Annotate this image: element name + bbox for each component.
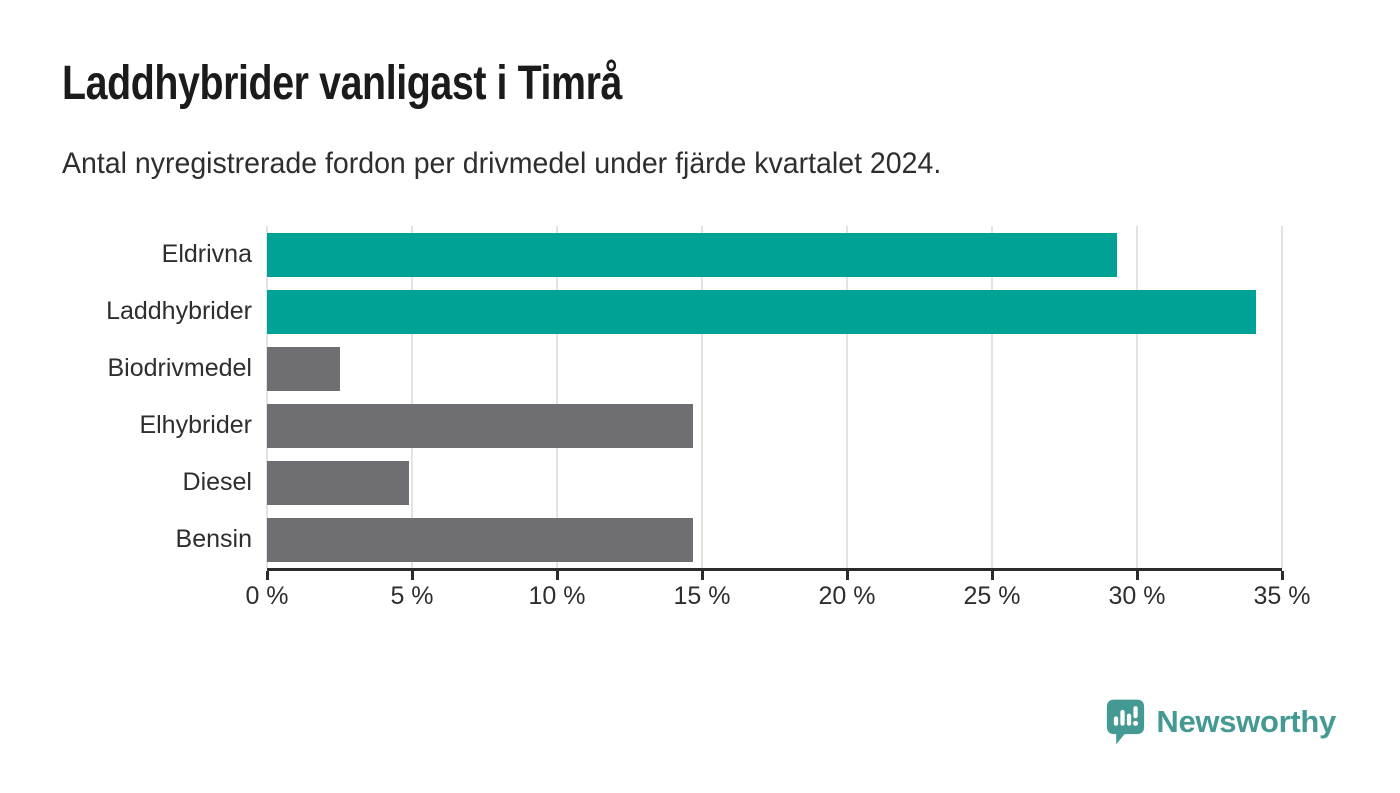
bar-chart: Eldrivna Laddhybrider Biodrivmedel Elhybrid… [62, 226, 1400, 616]
x-axis [265, 568, 1284, 581]
bar-elhybrider [267, 403, 694, 448]
x-axis-tick-labels: 0 % 5 % 10 % 15 % 20 % 25 % 30 % 35 % [245, 582, 1310, 616]
page-title: Laddhybrider vanligast i Timrå [62, 57, 623, 110]
gridline [556, 226, 558, 569]
gridline [846, 226, 848, 569]
axis-tick [1135, 571, 1139, 581]
axis-tick [1280, 571, 1284, 581]
bar-track [267, 454, 1282, 511]
axis-tick [265, 571, 269, 581]
bar-track [267, 340, 1282, 397]
axis-tick [990, 571, 994, 581]
newsworthy-logo-icon [1107, 699, 1145, 745]
plot-area: Eldrivna Laddhybrider Biodrivmedel Elhybrid… [62, 226, 1283, 569]
axis-tick-label: 30 % [1108, 582, 1166, 611]
chart-row: Biodrivmedel [62, 340, 1282, 397]
axis-tick-label: 10 % [528, 582, 586, 611]
category-label: Bensin [175, 525, 252, 554]
chart-row: Diesel [62, 454, 1282, 511]
bar-laddhybrider [267, 289, 1256, 334]
category-label: Diesel [182, 468, 252, 497]
gridline [1136, 226, 1138, 569]
bar-track [267, 397, 1282, 454]
bar-bensin [267, 517, 694, 562]
bar-biodrivmedel [267, 346, 340, 391]
category-label: Elhybrider [139, 411, 252, 440]
axis-tick [845, 571, 849, 581]
page-subtitle: Antal nyregistrerade fordon per drivmede… [62, 146, 942, 180]
axis-tick [410, 571, 414, 581]
newsworthy-logo: Newsworthy [1105, 697, 1336, 747]
bar-diesel [267, 460, 410, 505]
category-label: Biodrivmedel [107, 354, 252, 383]
gridline [991, 226, 993, 569]
axis-tick [555, 571, 559, 581]
chart-row: Bensin [62, 511, 1282, 568]
bar-track [267, 226, 1282, 283]
chart-row: Eldrivna [62, 226, 1282, 283]
category-label: Laddhybrider [106, 297, 252, 326]
gridline [701, 226, 703, 569]
axis-tick-label: 35 % [1253, 582, 1311, 611]
axis-tick-label: 25 % [963, 582, 1021, 611]
bar-eldrivna [267, 232, 1117, 277]
axis-tick-label: 0 % [245, 582, 289, 611]
grid-layer [266, 226, 1283, 569]
brand-name: Newsworthy [1156, 704, 1336, 739]
gridline [1281, 226, 1283, 569]
chart-row: Elhybrider [62, 397, 1282, 454]
axis-tick-label: 20 % [818, 582, 876, 611]
bar-track [267, 283, 1282, 340]
page: Laddhybrider vanligast i Timrå Antal nyr… [62, 57, 1400, 616]
axis-tick-label: 15 % [673, 582, 731, 611]
gridline [411, 226, 413, 569]
chart-rows: Eldrivna Laddhybrider Biodrivmedel Elhybrid… [62, 226, 1282, 568]
gridline [266, 226, 268, 569]
axis-tick-label: 5 % [390, 582, 434, 611]
bar-track [267, 511, 1282, 568]
category-label: Eldrivna [161, 240, 252, 269]
axis-tick [700, 571, 704, 581]
chart-row: Laddhybrider [62, 283, 1282, 340]
